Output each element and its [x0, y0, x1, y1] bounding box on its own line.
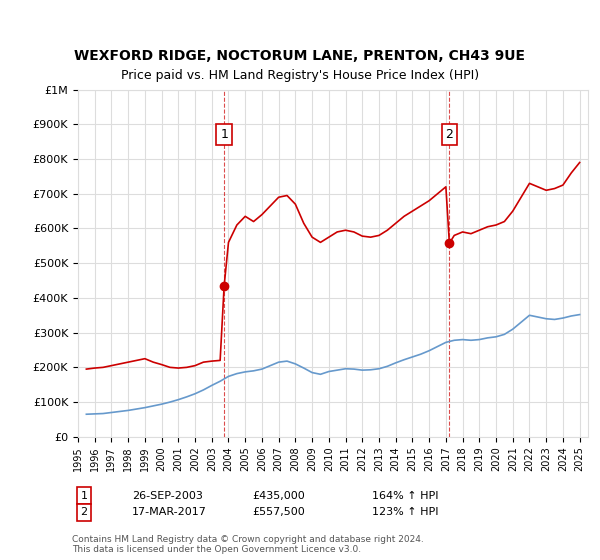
Text: 2: 2 [445, 128, 454, 141]
Text: £557,500: £557,500 [252, 507, 305, 517]
Text: 26-SEP-2003: 26-SEP-2003 [132, 491, 203, 501]
Text: 123% ↑ HPI: 123% ↑ HPI [372, 507, 439, 517]
Text: Price paid vs. HM Land Registry's House Price Index (HPI): Price paid vs. HM Land Registry's House … [121, 69, 479, 82]
Text: 1: 1 [220, 128, 228, 141]
Text: 2: 2 [80, 507, 88, 517]
Text: WEXFORD RIDGE, NOCTORUM LANE, PRENTON, CH43 9UE: WEXFORD RIDGE, NOCTORUM LANE, PRENTON, C… [74, 49, 526, 63]
Text: 17-MAR-2017: 17-MAR-2017 [132, 507, 207, 517]
Text: £435,000: £435,000 [252, 491, 305, 501]
Text: Contains HM Land Registry data © Crown copyright and database right 2024.
This d: Contains HM Land Registry data © Crown c… [72, 535, 424, 554]
Text: 164% ↑ HPI: 164% ↑ HPI [372, 491, 439, 501]
Text: 1: 1 [80, 491, 88, 501]
